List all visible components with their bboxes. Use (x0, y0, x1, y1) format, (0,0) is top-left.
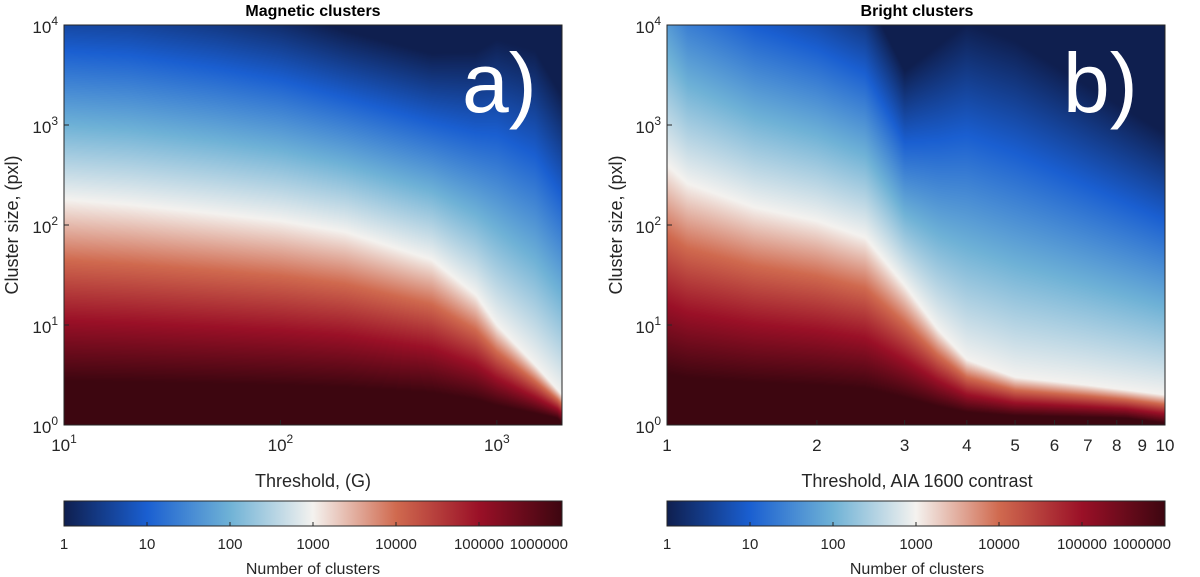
y-tick-label: 100 (635, 414, 661, 437)
colorbar-tick-label: 1000000 (510, 536, 568, 553)
x-tick-label: 7 (1083, 436, 1092, 455)
y-axis-label-b: Cluster size, (pxl) (606, 155, 626, 294)
y-axis-label-a: Cluster size, (pxl) (2, 155, 22, 294)
colorbar-tick-label: 1 (60, 536, 68, 553)
x-tick-label: 8 (1112, 436, 1121, 455)
y-tick-label: 103 (635, 114, 661, 137)
colorbar-label-a: Number of clusters (246, 561, 380, 577)
panel-b: Bright clusters b) 1 2 3 4 5 6 7 8 9 10 100101102… (606, 3, 1174, 577)
colorbar-b (666, 500, 1166, 527)
x-tick-label: 101 (51, 432, 77, 455)
y-tick-label: 103 (32, 114, 58, 137)
panel-label-b: b) (1063, 36, 1138, 130)
y-ticks-a: 100 101 102 103 104 (32, 14, 69, 437)
colorbar-tick-label: 1 (663, 536, 671, 553)
colorbar-ticks-b: 1 10 100 1000 10000 100000 1000000 (663, 522, 1171, 553)
colorbar-tick-label: 100000 (454, 536, 504, 553)
x-tick-label: 5 (1010, 436, 1019, 455)
x-ticks-a: 101 102 103 (51, 420, 510, 455)
x-tick-label: 2 (812, 436, 821, 455)
x-tick-label: 3 (900, 436, 909, 455)
heatmap-a (64, 25, 562, 425)
x-tick-label: 10 (1156, 436, 1175, 455)
chart-title-b: Bright clusters (861, 3, 974, 20)
panel-label-a: a) (462, 36, 537, 130)
y-tick-label: 104 (32, 14, 58, 37)
colorbar-tick-label: 1000 (296, 536, 329, 553)
y-tick-label: 101 (32, 314, 58, 337)
colorbar-tick-label: 100 (217, 536, 242, 553)
heatmap-b-wrap (667, 25, 1165, 425)
colorbar-tick-label: 10000 (978, 536, 1020, 553)
x-tick-label: 102 (268, 432, 294, 455)
heatmap-b (667, 25, 1165, 425)
colorbar-tick-label: 10000 (375, 536, 417, 553)
colorbar-tick-label: 1000 (899, 536, 932, 553)
y-tick-label: 101 (635, 314, 661, 337)
colorbar-tick-label: 10 (742, 536, 759, 553)
y-tick-label: 104 (635, 14, 661, 37)
colorbar-label-b: Number of clusters (850, 561, 984, 577)
x-tick-label: 1 (662, 436, 671, 455)
y-tick-label: 100 (32, 414, 58, 437)
colorbar-a (63, 500, 563, 527)
x-axis-label-b: Threshold, AIA 1600 contrast (801, 471, 1032, 491)
x-axis-label-a: Threshold, (G) (255, 471, 371, 491)
x-tick-label: 9 (1137, 436, 1146, 455)
chart-title-a: Magnetic clusters (245, 3, 380, 20)
panel-a: Magnetic clusters a) 101 102 103 100101102… (2, 3, 568, 577)
colorbar-tick-label: 100 (820, 536, 845, 553)
colorbar-tick-label: 100000 (1057, 536, 1107, 553)
y-tick-label: 102 (635, 214, 661, 237)
colorbar-ticks-a: 1 10 100 1000 10000 100000 1000000 (60, 522, 568, 553)
x-tick-label: 6 (1050, 436, 1059, 455)
y-tick-label: 102 (32, 214, 58, 237)
x-ticks-b: 1 2 3 4 5 6 7 8 9 10 (662, 420, 1174, 455)
x-tick-label: 103 (484, 432, 510, 455)
y-ticks-b: 100 101 102 103 104 (635, 14, 672, 437)
x-tick-label: 4 (962, 436, 971, 455)
colorbar-tick-label: 1000000 (1113, 536, 1171, 553)
colorbar-tick-label: 10 (139, 536, 156, 553)
heatmap-a-wrap (64, 25, 562, 425)
